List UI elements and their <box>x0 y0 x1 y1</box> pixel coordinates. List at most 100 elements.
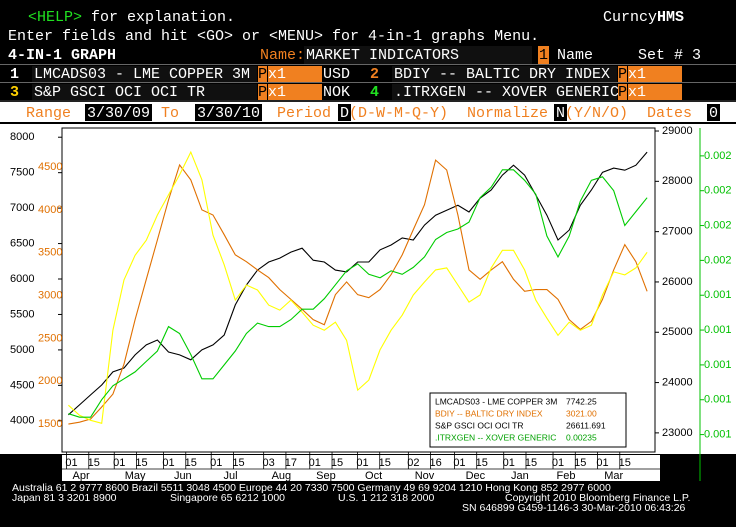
y-tick-label: 0.002 <box>704 185 732 197</box>
price-field[interactable]: P <box>258 84 267 101</box>
x-tick-label: 01 <box>596 457 608 469</box>
legend-name: S&P GSCI OCI OCI TR <box>435 420 523 430</box>
y-tick-label: 25000 <box>662 326 693 338</box>
series-line <box>68 150 648 424</box>
set-field[interactable]: 1 <box>539 47 548 64</box>
y-tick-label: 0.001 <box>704 289 732 301</box>
help-key[interactable]: <HELP> <box>28 9 82 26</box>
price-box[interactable] <box>618 84 627 100</box>
x-tick-label: 01 <box>503 457 515 469</box>
multiplier-box[interactable] <box>268 84 322 100</box>
range-input[interactable]: 0 <box>709 105 718 122</box>
ticker-box[interactable] <box>392 84 617 100</box>
legend-value: 3021.00 <box>566 408 597 418</box>
range-input[interactable]: 3/30/10 <box>197 105 260 122</box>
y-tick-label: 7000 <box>10 202 34 214</box>
month-label: Mar <box>604 470 623 482</box>
series-line <box>68 169 648 418</box>
y-tick-label: 4500 <box>38 161 62 173</box>
y-tick-label: 6000 <box>10 273 34 285</box>
footer-us: U.S. 1 212 318 2000 <box>338 492 434 504</box>
price-field[interactable]: P <box>618 84 627 101</box>
y-tick-label: 28000 <box>662 175 693 187</box>
legend-box <box>429 392 627 448</box>
ticker-field[interactable]: .ITRXGEN -- XOVER GENERIC <box>394 84 619 101</box>
name-label: Name: <box>260 47 305 64</box>
security-type: Curncy <box>603 9 657 26</box>
multiplier-field[interactable]: x1 <box>628 66 646 83</box>
range-label: Dates <box>647 105 692 122</box>
legend-name: .ITRXGEN -- XOVER GENERIC <box>435 432 556 442</box>
y-tick-label: 29000 <box>662 125 693 137</box>
x-tick-label: 15 <box>135 457 147 469</box>
x-tick-label: 15 <box>232 457 244 469</box>
range-input-box[interactable] <box>195 104 262 121</box>
price-field[interactable]: P <box>618 66 627 83</box>
ticker-field[interactable]: BDIY -- BALTIC DRY INDEX <box>394 66 610 83</box>
range-label: (Y/N/O) <box>565 105 628 122</box>
ticker-box[interactable] <box>32 66 257 82</box>
range-input-box[interactable] <box>707 104 720 121</box>
ticker-box[interactable] <box>32 84 257 100</box>
date-axis-band <box>62 455 660 481</box>
y-tick-label: 5000 <box>10 344 34 356</box>
security-number: 3 <box>10 84 19 101</box>
range-input[interactable]: 3/30/09 <box>87 105 150 122</box>
y-tick-label: 0.002 <box>704 150 732 162</box>
y-tick-label: 5500 <box>10 308 34 320</box>
plot-frame <box>61 127 656 453</box>
month-label: Jul <box>223 470 237 482</box>
set-field-box[interactable] <box>538 46 549 64</box>
range-label: (D-W-M-Q-Y) <box>349 105 448 122</box>
multiplier-box[interactable] <box>628 66 682 82</box>
x-tick-label: 01 <box>65 457 77 469</box>
legend-value: 26611.691 <box>566 420 606 430</box>
y-tick-label: 6500 <box>10 237 34 249</box>
range-input-box[interactable] <box>338 104 351 121</box>
multiplier-box[interactable] <box>268 66 322 82</box>
currency-field[interactable]: USD <box>323 66 350 83</box>
y-tick-label: 3000 <box>38 289 62 301</box>
footer-singapore: Singapore 65 6212 1000 <box>170 492 285 504</box>
y-tick-label: 0.002 <box>704 219 732 231</box>
x-tick-label: 15 <box>476 457 488 469</box>
x-tick-label: 15 <box>379 457 391 469</box>
range-input[interactable]: D <box>340 105 349 122</box>
ticker-field[interactable]: S&P GSCI OCI OCI TR <box>34 84 205 101</box>
y-tick-label: 4000 <box>38 204 62 216</box>
x-tick-label: 01 <box>356 457 368 469</box>
range-label: To <box>161 105 179 122</box>
range-input-box[interactable] <box>85 104 152 121</box>
range-input[interactable]: N <box>556 105 565 122</box>
set-label: Set # 3 <box>638 47 701 64</box>
price-field[interactable]: P <box>258 66 267 83</box>
multiplier-field[interactable]: x1 <box>268 66 286 83</box>
footer-japan: Japan 81 3 3201 8900 <box>12 492 117 504</box>
price-box[interactable] <box>258 84 267 100</box>
x-tick-label: 02 <box>407 457 419 469</box>
month-label: Aug <box>272 470 292 482</box>
multiplier-box[interactable] <box>628 84 682 100</box>
x-tick-label: 03 <box>263 457 275 469</box>
currency-field[interactable]: NOK <box>323 84 350 101</box>
range-input-box[interactable] <box>554 104 567 121</box>
y-tick-label: 7500 <box>10 167 34 179</box>
set-name-label: Name <box>557 47 593 64</box>
name-field[interactable]: MARKET INDICATORS <box>306 47 459 64</box>
name-field-box[interactable] <box>304 46 532 64</box>
ticker-field[interactable]: LMCADS03 - LME COPPER 3M <box>34 66 250 83</box>
x-tick-label: 01 <box>210 457 222 469</box>
y-tick-label: 0.001 <box>704 359 732 371</box>
multiplier-field[interactable]: x1 <box>628 84 646 101</box>
month-label: Nov <box>415 470 435 482</box>
x-tick-label: 15 <box>525 457 537 469</box>
y-tick-label: 1500 <box>38 418 62 430</box>
month-label: Dec <box>466 470 486 482</box>
range-fields: Range 3/30/09 To 3/30/10 Period D (D-W-M-Q-Y) N… <box>26 104 720 122</box>
ticker-box[interactable] <box>392 66 617 82</box>
multiplier-field[interactable]: x1 <box>268 84 286 101</box>
price-box[interactable] <box>618 66 627 82</box>
price-box[interactable] <box>258 66 267 82</box>
